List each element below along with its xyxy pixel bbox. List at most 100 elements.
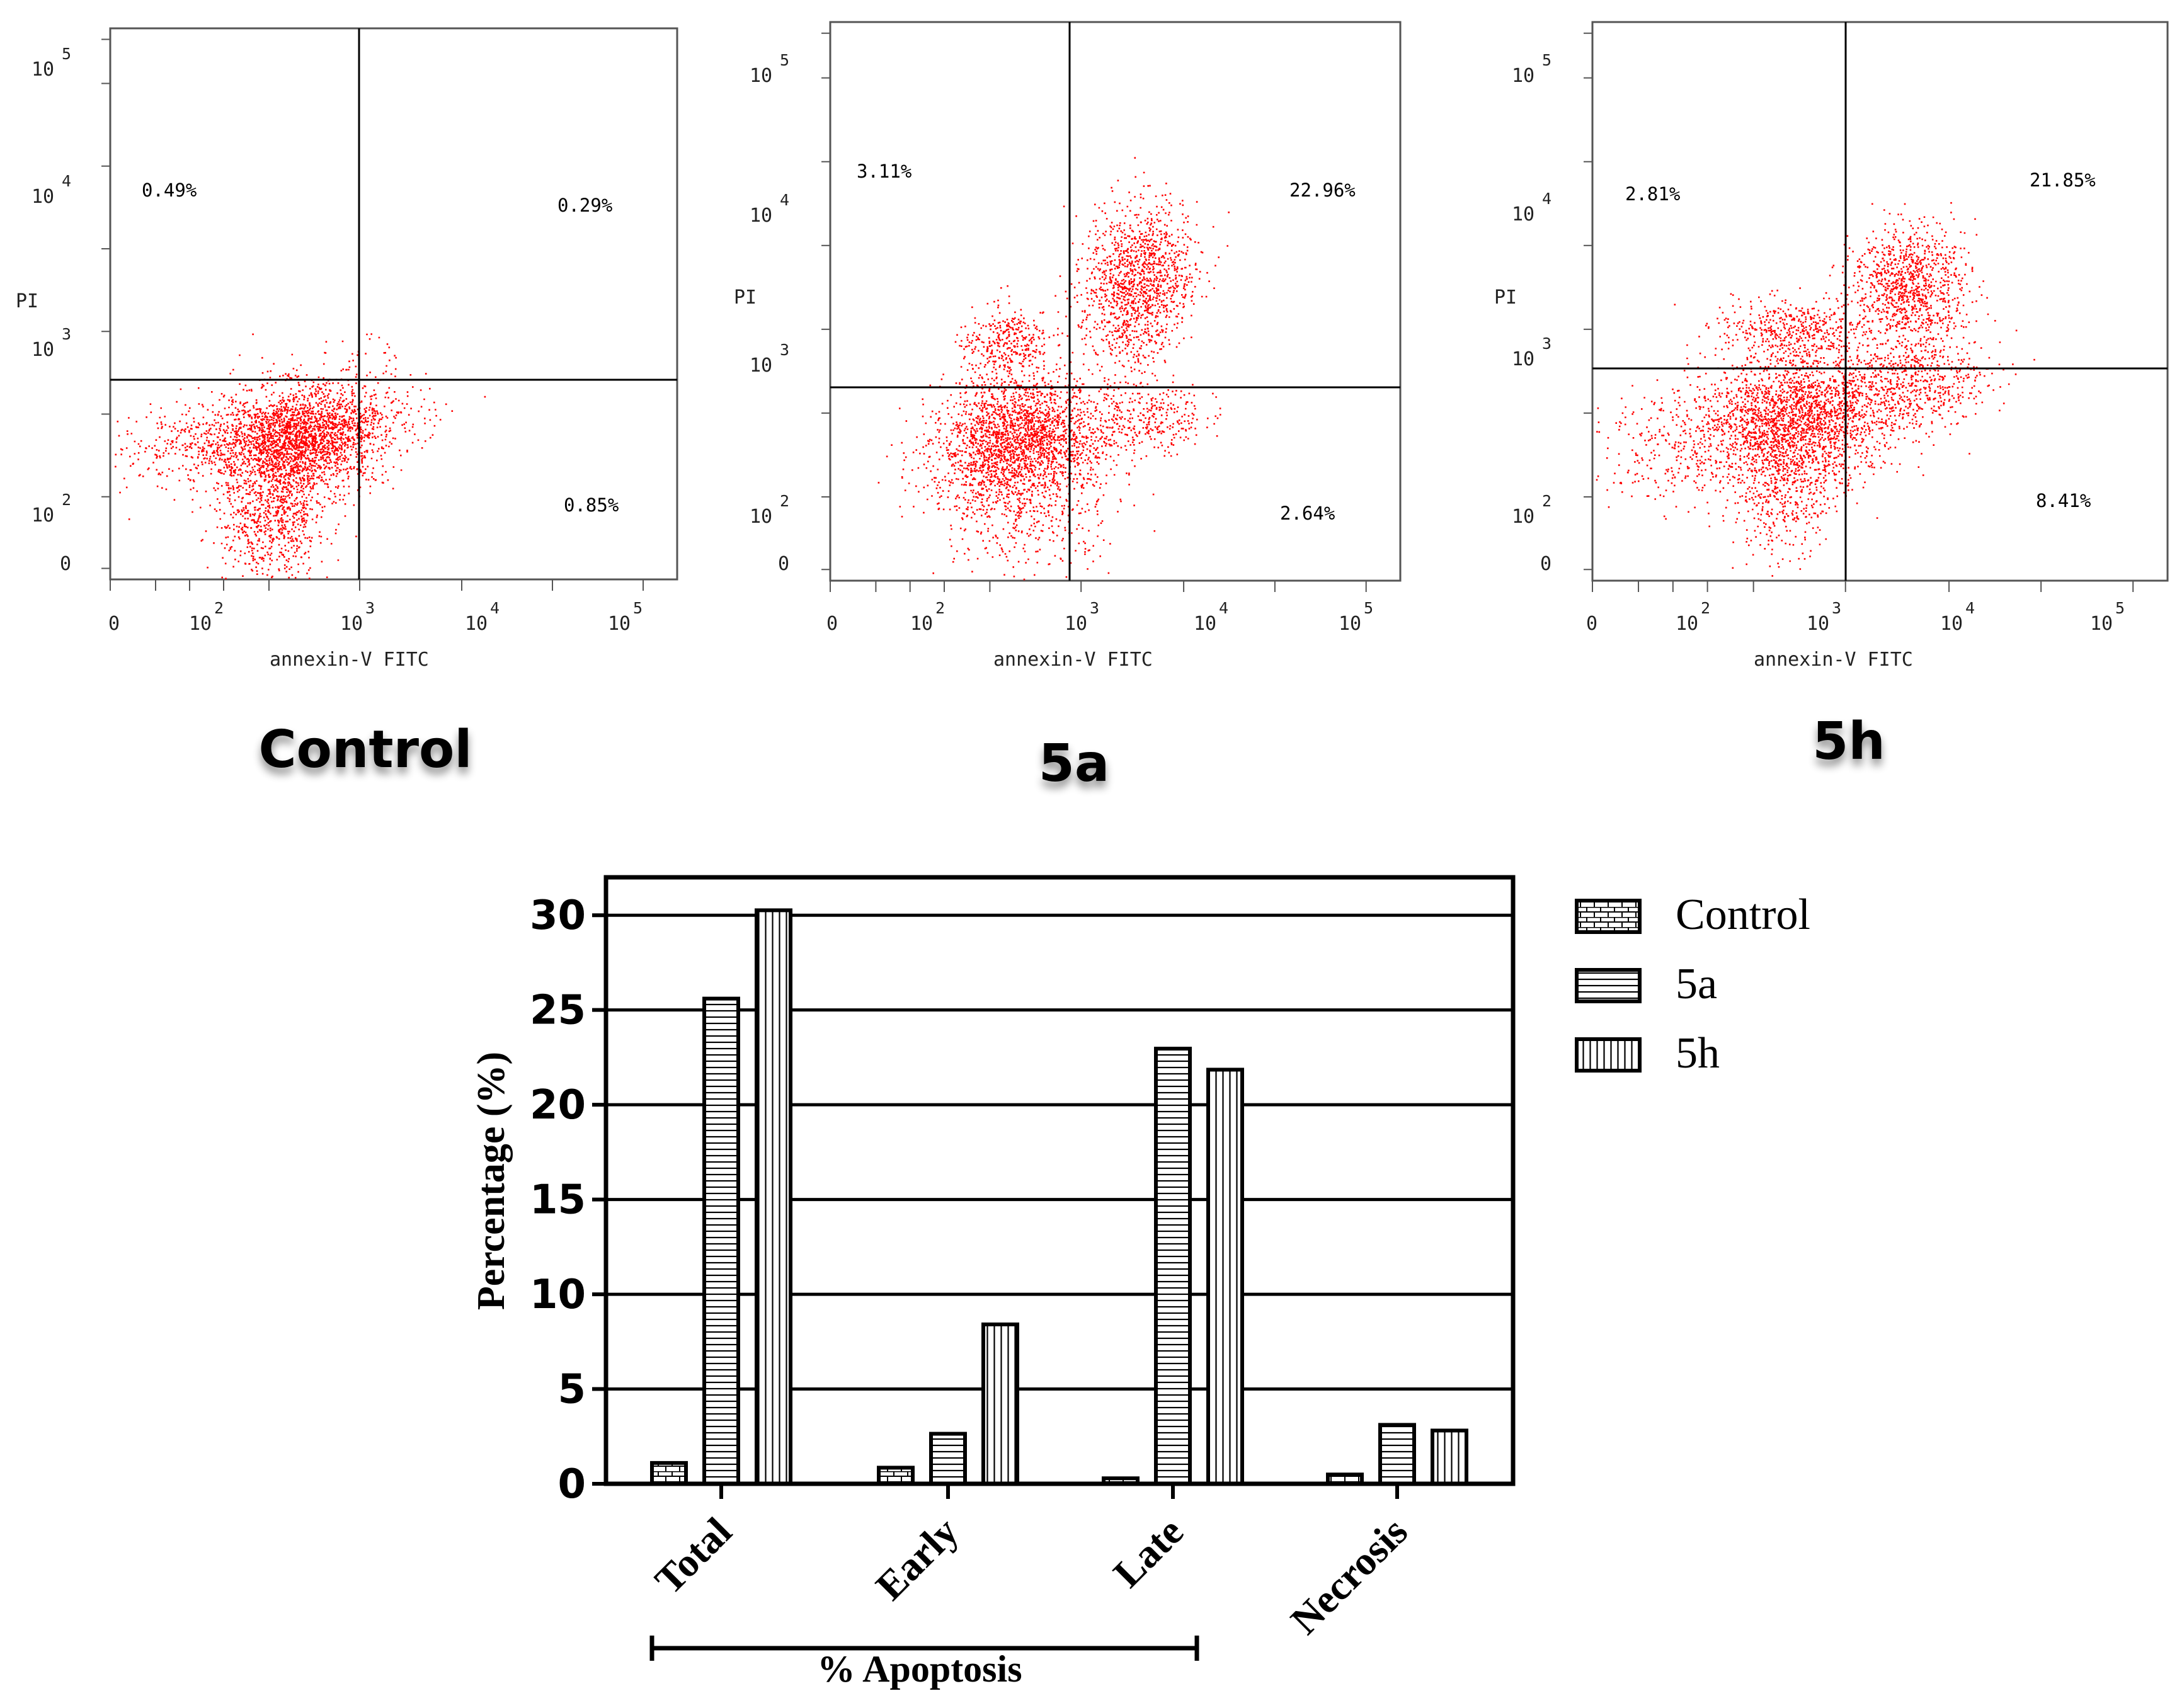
quadrant-ul-label: 0.49% — [142, 179, 197, 201]
axis-ticks — [101, 38, 644, 591]
y-tick-label: 10 — [750, 205, 772, 227]
y-tick-exponent: 2 — [1542, 492, 1551, 510]
bar-5h-necrosis — [1431, 1428, 1468, 1486]
y-tick-exponent: 5 — [780, 51, 789, 69]
bar-5h-late — [1206, 1068, 1244, 1486]
y-tick-exponent: 2 — [780, 492, 789, 510]
x-tick-label: 0 — [826, 613, 838, 635]
panel-caption-control: Control — [259, 720, 472, 780]
y-tick-label: 0 — [557, 1461, 586, 1508]
y-tick-label: 10 — [1512, 348, 1534, 370]
y-tick-exponent: 3 — [780, 341, 789, 359]
bar-5h-total — [755, 908, 792, 1486]
x-tick-label: 10 — [189, 613, 212, 635]
y-tick-label: 10 — [530, 1272, 586, 1318]
x-tick-label: 0 — [108, 613, 120, 635]
bar-control-early — [877, 1466, 915, 1486]
quadrant-lr-label: 2.64% — [1280, 503, 1335, 524]
quadrant-ul-label: 3.11% — [857, 161, 911, 182]
y-tick-label: 5 — [557, 1367, 586, 1413]
x-tick-label: 10 — [1339, 613, 1361, 635]
axis-ticks — [1584, 32, 2134, 592]
panel-caption-5h: 5h — [1812, 712, 1885, 771]
x-tick-label: 10 — [465, 613, 488, 635]
apoptosis-bar-chart: 0 5 10 15 20 25 30 Total Early Late Necrosis Perc… — [470, 875, 1810, 1690]
quadrant-ur-label: 22.96% — [1289, 179, 1356, 201]
legend-swatch-5h — [1575, 1037, 1642, 1073]
panel-caption-5a: 5a — [1039, 734, 1109, 794]
y-tick-labels: 0 5 10 15 20 25 30 — [530, 892, 586, 1508]
x-tick-label: 10 — [1940, 613, 1963, 635]
scatter-event-points — [1596, 202, 2035, 577]
x-tick-exponent: 5 — [2115, 599, 2125, 617]
quadrant-ur-label: 0.29% — [557, 195, 612, 216]
y-tick-exponent: 4 — [1542, 190, 1551, 208]
y-tick-exponent: 5 — [62, 45, 71, 63]
y-tick-labels: 0 10 2 10 3 10 4 10 5 — [31, 45, 71, 575]
legend: Control 5a 5h — [1575, 891, 1810, 1078]
x-tick-label: Late — [1105, 1509, 1192, 1596]
y-tick-label: 10 — [31, 59, 54, 81]
axis-ticks — [821, 32, 1367, 592]
legend-swatch-5a — [1575, 968, 1642, 1003]
x-tick-label: 10 — [1065, 613, 1087, 635]
y-tick-label: 0 — [60, 553, 71, 575]
bar-5h-early — [981, 1322, 1019, 1486]
y-tick-exponent: 2 — [62, 491, 71, 509]
x-tick-exponent: 3 — [1832, 599, 1841, 617]
x-tick-exponent: 4 — [1965, 599, 1975, 617]
flow-panel-5h: 2.81% 21.85% 8.41% PI annexin-V FITC 0 10… — [1494, 21, 2169, 771]
x-tick-label: Necrosis — [1282, 1509, 1416, 1643]
y-tick-label: 10 — [750, 506, 772, 528]
x-tick-exponent: 4 — [490, 599, 500, 617]
bars — [650, 908, 1468, 1486]
x-tick-label: 10 — [1676, 613, 1698, 635]
y-tick-exponent: 4 — [780, 191, 789, 209]
legend-label-5h: 5h — [1676, 1029, 1720, 1078]
scatter-event-points — [115, 333, 486, 579]
x-tick-label: 0 — [1586, 613, 1597, 635]
x-tick-exponent: 2 — [935, 599, 945, 617]
scatter-events — [115, 333, 486, 579]
bar-5a-necrosis — [1378, 1423, 1416, 1486]
y-tick-exponent: 3 — [1542, 334, 1551, 353]
x-tick-exponent: 3 — [365, 599, 375, 617]
y-axis-label: PI — [1494, 287, 1517, 309]
x-axis-label: annexin-V FITC — [1754, 649, 1913, 671]
apoptosis-bracket: % Apoptosis — [649, 1636, 1199, 1690]
legend-label-control: Control — [1676, 891, 1810, 939]
x-tick-label: 10 — [608, 613, 631, 635]
y-tick-label: 0 — [778, 553, 789, 575]
x-tick-label: 10 — [340, 613, 363, 635]
bracket-label: % Apoptosis — [817, 1648, 1022, 1690]
quadrant-ul-label: 2.81% — [1625, 183, 1680, 205]
quadrant-lr-label: 8.41% — [2036, 490, 2091, 511]
y-tick-label: 25 — [530, 988, 586, 1034]
x-tick-exponent: 5 — [1364, 599, 1373, 617]
y-tick-exponent: 5 — [1542, 51, 1551, 69]
x-tick-exponent: 4 — [1219, 599, 1228, 617]
y-tick-label: 10 — [31, 339, 54, 361]
y-axis-label: Percentage (%) — [470, 1052, 513, 1310]
y-tick-label: 20 — [530, 1082, 586, 1129]
legend-label-5a: 5a — [1676, 960, 1717, 1008]
x-tick-exponent: 2 — [1701, 599, 1710, 617]
plot-frame — [109, 27, 678, 581]
x-tick-label: 10 — [910, 613, 933, 635]
x-tick-labels: Total Early Late Necrosis — [646, 1509, 1416, 1643]
quadrant-ur-label: 21.85% — [2030, 169, 2096, 191]
plot-frame — [1591, 21, 2169, 582]
y-tick-label: 10 — [750, 355, 772, 377]
x-tick-label: 10 — [2090, 613, 2113, 635]
y-tick-label: 10 — [750, 65, 772, 87]
y-tick-label: 0 — [1540, 553, 1551, 575]
x-tick-label: 10 — [1194, 613, 1216, 635]
y-tick-label: 10 — [1512, 65, 1534, 87]
flow-panel-control: 0.49% 0.29% 0.85% PI annexin-V FITC 0102… — [16, 27, 678, 780]
y-tick-label: 10 — [1512, 506, 1534, 528]
y-tick-labels: 0 10 2 10 3 10 4 10 5 — [1512, 51, 1551, 575]
